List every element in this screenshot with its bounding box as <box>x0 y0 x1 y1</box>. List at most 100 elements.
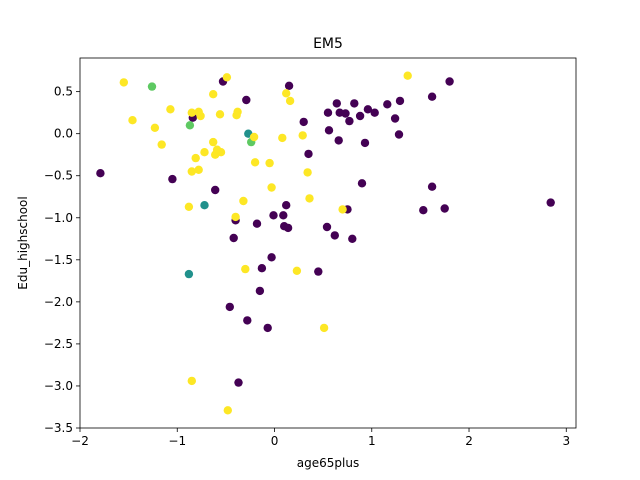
y-axis: −3.5 −3.0 −2.5 −2.0 −1.5 −1.0 −0.5 0.0 0.5 <box>44 85 80 435</box>
data-point <box>267 183 276 192</box>
x-tick-label: −1 <box>168 434 186 448</box>
data-point <box>394 130 404 139</box>
y-tick-label: −3.5 <box>44 421 73 435</box>
data-point <box>427 182 437 191</box>
y-tick-label: −3.0 <box>44 379 73 393</box>
data-point <box>209 90 218 99</box>
data-point <box>150 123 160 132</box>
data-point <box>338 205 347 214</box>
data-point <box>233 107 242 117</box>
x-tick-label: 3 <box>562 434 570 448</box>
plot-frame <box>79 57 577 429</box>
data-point <box>222 73 232 82</box>
y-tick-label: 0.0 <box>54 127 73 141</box>
data-point <box>283 223 293 233</box>
data-point <box>355 111 365 121</box>
x-tick-label: 0 <box>271 434 279 448</box>
data-point <box>242 95 251 105</box>
data-point <box>324 126 334 135</box>
data-point <box>184 202 194 211</box>
data-point <box>231 212 240 222</box>
data-point <box>252 219 262 228</box>
data-point <box>128 116 137 125</box>
data-point <box>284 81 294 91</box>
data-point <box>282 201 291 210</box>
data-point <box>267 253 276 262</box>
x-axis-label: age65plus <box>297 456 359 470</box>
data-point <box>350 99 359 108</box>
data-point <box>255 286 265 296</box>
y-tick-label: −2.5 <box>44 337 73 351</box>
x-tick-label: 1 <box>368 434 376 448</box>
y-axis-label: Edu_highschool <box>16 196 30 289</box>
data-point <box>200 201 209 210</box>
data-point <box>239 196 248 206</box>
data-point <box>223 406 232 415</box>
y-tick-label: −1.5 <box>44 253 73 267</box>
data-point <box>298 131 307 140</box>
data-point <box>119 78 128 87</box>
y-tick-label: −0.5 <box>44 169 73 183</box>
data-point <box>341 109 350 118</box>
data-point <box>211 185 220 195</box>
data-point <box>322 222 332 232</box>
data-point <box>323 108 333 117</box>
x-tick-label: 2 <box>465 434 473 448</box>
data-point <box>168 174 177 184</box>
data-point <box>257 264 267 273</box>
points-layer <box>96 71 555 415</box>
data-point <box>216 148 226 157</box>
data-point <box>249 132 259 142</box>
data-point <box>427 92 437 101</box>
data-point <box>282 89 291 98</box>
x-tick-label: −2 <box>71 434 89 448</box>
data-point <box>419 206 428 215</box>
data-point <box>194 165 203 174</box>
data-point <box>241 264 250 274</box>
data-point <box>348 234 357 243</box>
data-point <box>225 302 234 312</box>
data-point <box>445 77 454 86</box>
data-point <box>345 116 354 126</box>
y-tick-label: 0.5 <box>54 85 73 99</box>
data-point <box>319 323 329 333</box>
data-point <box>263 323 272 333</box>
data-point <box>292 266 302 275</box>
data-point <box>390 114 400 123</box>
data-point <box>147 82 157 91</box>
data-point <box>187 376 196 386</box>
data-point <box>304 149 313 159</box>
data-point <box>330 231 339 240</box>
chart-title: EM5 <box>313 36 343 52</box>
x-axis: −2 −1 0 1 2 3 <box>71 428 570 448</box>
data-point <box>332 99 341 108</box>
data-point <box>157 140 166 149</box>
data-point <box>185 121 195 130</box>
data-point <box>314 267 323 276</box>
data-point <box>334 136 343 145</box>
data-point <box>403 71 412 80</box>
data-point <box>546 198 555 207</box>
data-point <box>209 137 218 147</box>
data-point <box>383 100 392 109</box>
data-point <box>187 108 196 117</box>
y-tick-label: −1.0 <box>44 211 73 225</box>
data-point <box>196 111 205 121</box>
data-point <box>279 211 288 220</box>
data-point <box>269 211 278 220</box>
data-point <box>278 133 287 143</box>
data-point <box>243 316 252 325</box>
data-point <box>370 108 379 117</box>
data-point <box>200 148 209 157</box>
data-point <box>96 169 105 178</box>
y-tick-label: −2.0 <box>44 295 73 309</box>
data-point <box>357 179 367 188</box>
data-point <box>215 110 225 119</box>
data-point <box>440 204 449 213</box>
data-point <box>265 158 274 168</box>
data-point <box>285 96 295 106</box>
data-point <box>184 269 194 279</box>
data-point <box>229 233 238 243</box>
data-point <box>250 158 260 167</box>
